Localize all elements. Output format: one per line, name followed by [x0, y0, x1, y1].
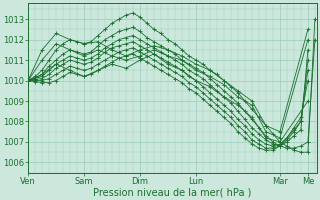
X-axis label: Pression niveau de la mer( hPa ): Pression niveau de la mer( hPa ): [93, 187, 252, 197]
